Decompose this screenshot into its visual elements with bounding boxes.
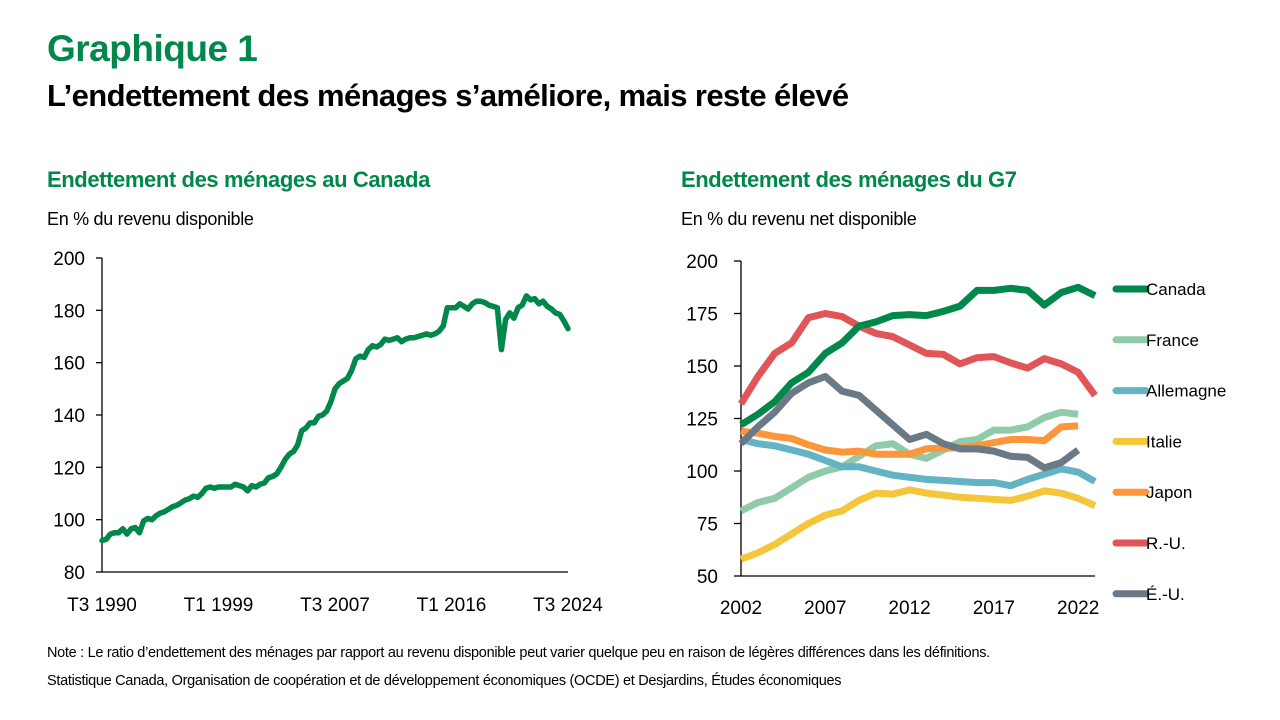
- y-tick-label: 75: [697, 515, 718, 536]
- left-chart-title: Endettement des ménages au Canada: [47, 167, 430, 192]
- x-tick-label: T1 1999: [184, 595, 254, 616]
- right-chart-g7: 50 75 100 125 150 175 200 2002 2007 2012 2017 2022 C…: [686, 252, 1226, 619]
- y-tick-label: 125: [686, 410, 718, 431]
- series-line-canada: [99, 293, 571, 544]
- series-line-italie: [739, 486, 1097, 563]
- y-tick-label: 140: [53, 406, 85, 427]
- left-chart-canada: 80 100 120 140 160 180 200 T3 1990 T1 1999 T3 200…: [53, 249, 603, 616]
- y-tick-label: 150: [686, 357, 718, 378]
- series-line-eu: [738, 373, 1081, 472]
- x-tick-label: T1 2016: [417, 595, 487, 616]
- chart-subtitle: L’endettement des ménages s’améliore, ma…: [47, 78, 849, 113]
- legend-label-eu: É.-U.: [1146, 585, 1185, 604]
- x-tick-label: 2022: [1057, 598, 1099, 619]
- legend-label-japon: Japon: [1146, 483, 1192, 502]
- legend-label-italie: Italie: [1146, 432, 1182, 451]
- x-tick-label: 2002: [720, 598, 762, 619]
- x-tick-label: T3 1990: [67, 595, 137, 616]
- legend-label-allemagne: Allemagne: [1146, 382, 1226, 401]
- legend-label-ru: R.-U.: [1146, 534, 1186, 553]
- x-tick-label: T3 2007: [300, 595, 370, 616]
- chart-number-title: Graphique 1: [47, 28, 258, 69]
- y-tick-label: 50: [697, 567, 718, 588]
- series-line-canada: [739, 283, 1097, 428]
- y-tick-label: 175: [686, 305, 718, 326]
- y-tick-label: 100: [686, 462, 718, 483]
- x-tick-label: 2012: [888, 598, 930, 619]
- series-line-japon: [740, 422, 1079, 458]
- y-tick-label: 100: [53, 511, 85, 532]
- x-tick-label: 2007: [804, 598, 846, 619]
- right-chart-unit-label: En % du revenu net disponible: [681, 209, 917, 229]
- footnote: Note : Le ratio d’endettement des ménage…: [47, 645, 990, 661]
- x-tick-label: T3 2024: [533, 595, 603, 616]
- right-chart-title: Endettement des ménages du G7: [681, 167, 1017, 192]
- y-tick-label: 200: [53, 249, 85, 270]
- y-tick-label: 200: [686, 252, 718, 273]
- series-line-ru: [738, 310, 1098, 406]
- legend-label-canada: Canada: [1146, 280, 1206, 299]
- y-tick-label: 80: [64, 563, 85, 584]
- y-tick-label: 180: [53, 301, 85, 322]
- series-line-allemagne: [740, 436, 1097, 490]
- legend-label-france: France: [1146, 331, 1199, 350]
- left-chart-unit-label: En % du revenu disponible: [47, 209, 254, 229]
- source-line: Statistique Canada, Organisation de coop…: [47, 673, 842, 689]
- y-tick-label: 160: [53, 354, 85, 375]
- y-tick-label: 120: [53, 458, 85, 479]
- x-tick-label: 2017: [973, 598, 1015, 619]
